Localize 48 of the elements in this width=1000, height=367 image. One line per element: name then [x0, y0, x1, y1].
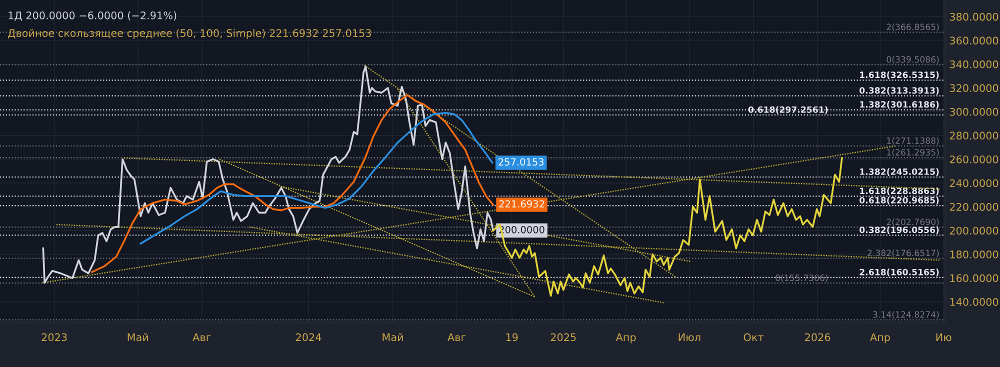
ref-line-label: 1(271.1388)	[887, 137, 939, 145]
x-tick-label: 2024	[296, 333, 322, 342]
ref-line-label: 1.618(326.5315)	[860, 71, 939, 80]
y-tick-label: 260.0000	[950, 155, 998, 164]
x-tick-label: Июл	[678, 333, 700, 342]
y-tick-label: 360.0000	[950, 36, 998, 45]
y-tick-label: 340.0000	[950, 60, 998, 68]
ref-line-label: 2.618(160.5165)	[860, 268, 939, 276]
y-tick-label: 220.0000	[950, 202, 998, 211]
ref-line-label: 1.618(228.8863)	[860, 187, 939, 196]
x-tick-label: 2023	[42, 333, 67, 342]
x-tick-label: Май	[128, 333, 148, 342]
text: Двойное скользящее среднее (50, 100, Simple) 221.6932 257.0153	[8, 28, 371, 40]
ref-line-label: 2.382(176.6517)	[868, 250, 939, 258]
ref-line-label: 0(155.7306)	[776, 274, 828, 282]
ref-line-label: 0.618(297.2561)	[748, 106, 828, 114]
ref-line-label: 1.382(245.0215)	[860, 168, 939, 176]
x-tick-label: 2026	[805, 333, 830, 342]
y-tick-label: 280.0000	[950, 132, 998, 140]
ref-line-label: 1(261.2935)	[887, 148, 939, 157]
y-tick-label: 200.0000	[950, 226, 998, 235]
ref-line-label: 0.382(196.0556)	[860, 226, 939, 234]
y-tick-label: 180.0000	[950, 250, 998, 258]
ref-line-label: 0.382(313.3913)	[860, 87, 939, 95]
data-label: 221.6932	[499, 200, 544, 208]
ref-line-label: 0.618(220.9685)	[860, 196, 939, 205]
x-tick-label: Ию	[936, 333, 952, 342]
x-tick-label: Авг	[192, 333, 211, 342]
ref-line-label: 1.382(301.6186)	[860, 101, 939, 109]
x-tick-label: Апр	[870, 333, 890, 344]
y-tick-label: 160.0000	[950, 274, 998, 282]
x-tick-label: Май	[382, 333, 403, 342]
y-tick-label: 300.0000	[950, 108, 998, 116]
x-tick-label: 2025	[550, 333, 576, 342]
text: 1Д 200.0000 −6.0000 (−2.91%)	[8, 11, 176, 21]
y-tick-label: 380.0000	[950, 12, 998, 21]
y-tick-label: 240.0000	[950, 179, 998, 188]
ref-line-label: 2(202.7690)	[886, 218, 939, 226]
data-label: 257.0153	[498, 158, 544, 166]
ref-line-label: 2(366.8565)	[886, 24, 939, 32]
ref-line-label: 3.14(124.8274)	[873, 311, 939, 319]
x-tick-label: 19	[506, 333, 518, 342]
y-tick-label: 140.0000	[950, 298, 998, 306]
y-tick-label: 320.0000	[950, 84, 998, 92]
ref-line-label: 0(339.5086)	[886, 56, 939, 64]
x-tick-label: Окт	[744, 333, 764, 342]
x-tick-label: Авг	[448, 333, 466, 342]
x-tick-label: Апр	[616, 333, 636, 344]
